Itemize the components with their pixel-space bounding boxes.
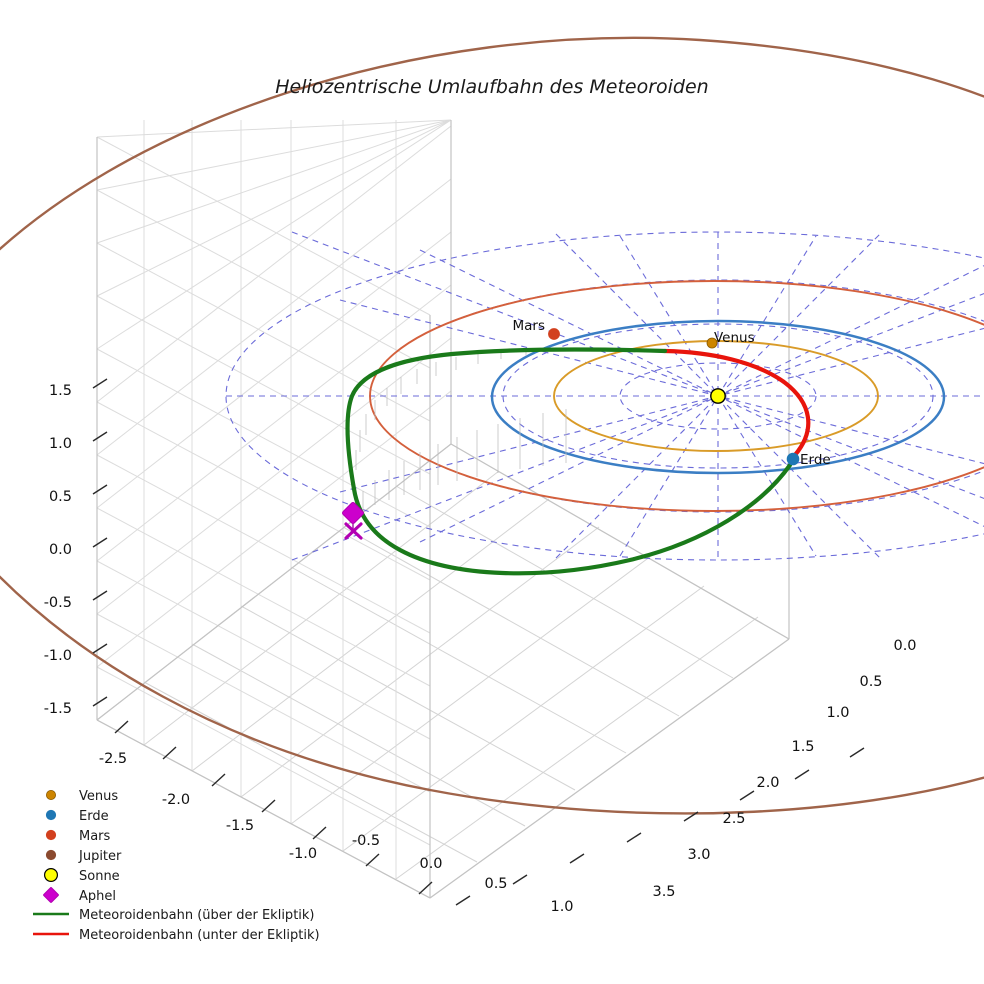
- marker-sonne[interactable]: [710, 388, 726, 404]
- legend-label-venus: Venus: [79, 789, 118, 804]
- x-tick-7: 1.0: [550, 899, 573, 915]
- z-tick-2: 0.5: [49, 489, 72, 505]
- left-wall-grid-v: [96, 137, 431, 898]
- legend-label-erde: Erde: [79, 809, 109, 824]
- venus-marker-icon: [46, 790, 57, 801]
- x-tick-1: -2.0: [162, 792, 190, 808]
- x-tick-5: 0.0: [419, 856, 442, 872]
- sonne-marker-icon: [43, 867, 58, 882]
- erde-marker-icon: [45, 809, 57, 821]
- legend-item-venus[interactable]: Venus: [46, 789, 118, 804]
- floor-grid-y: [96, 443, 790, 899]
- legend-item-jupiter[interactable]: Jupiter: [45, 849, 122, 864]
- marker-erde[interactable]: [786, 452, 800, 466]
- legend-label-jupiter: Jupiter: [78, 849, 122, 864]
- y-tick-4: 2.0: [756, 775, 779, 791]
- x-tick-4: -0.5: [352, 833, 380, 849]
- marker-aphel[interactable]: [342, 502, 365, 525]
- y-tick-2: 1.0: [826, 705, 849, 721]
- meteoroid-dropline-stems: [355, 350, 567, 512]
- y-tick-0: 0.0: [893, 638, 916, 654]
- page-title: Heliozentrische Umlaufbahn des Meteoroid…: [275, 76, 708, 98]
- z-tick-6: -1.5: [44, 701, 72, 717]
- point-labels: Mars Venus Erde: [512, 318, 830, 468]
- orbit-mars: [369, 280, 984, 512]
- z-tick-5: -1.0: [44, 648, 72, 664]
- meteoroid-orbit-above: [345, 347, 793, 576]
- right-wall-grid-v: [96, 120, 452, 720]
- axes-3d-wireframe: [96, 119, 790, 899]
- y-tick-1: 0.5: [859, 674, 882, 690]
- legend-item-sonne[interactable]: Sonne: [43, 867, 120, 884]
- floor-grid-x: [96, 443, 790, 899]
- y-tick-5: 2.5: [722, 811, 745, 827]
- polar-spokes: [226, 231, 984, 561]
- polar-grid: [225, 231, 984, 561]
- y-tick-3: 1.5: [791, 739, 814, 755]
- z-tick-4: -0.5: [44, 595, 72, 611]
- mars-marker-icon: [45, 829, 57, 841]
- legend-label-meteoroid-below: Meteoroidenbahn (unter der Ekliptik): [79, 928, 320, 943]
- legend-label-meteoroid-above: Meteoroidenbahn (über der Ekliptik): [79, 908, 315, 923]
- x-tick-3: -1.0: [289, 846, 317, 862]
- marker-venus[interactable]: [706, 337, 718, 349]
- left-wall-grid-h: [96, 136, 431, 899]
- legend: Venus Erde Mars Jupiter Sonne Aphel Mete…: [33, 789, 320, 943]
- legend-label-mars: Mars: [79, 829, 111, 844]
- x-tick-6: 0.5: [484, 876, 507, 892]
- z-tick-0: 1.5: [49, 383, 72, 399]
- jupiter-marker-icon: [45, 849, 57, 861]
- aphel-diamond-icon: [43, 887, 59, 903]
- legend-item-meteoroid-above[interactable]: Meteoroidenbahn (über der Ekliptik): [33, 908, 315, 923]
- label-erde: Erde: [800, 452, 831, 468]
- legend-item-meteoroid-below[interactable]: Meteoroidenbahn (unter der Ekliptik): [33, 928, 320, 943]
- y-tick-7: 3.5: [652, 884, 675, 900]
- z-tick-1: 1.0: [49, 436, 72, 452]
- box-edges: [96, 120, 790, 899]
- y-axis-tick-labels: 0.0 0.5 1.0 1.5 2.0 2.5 3.0 3.5: [652, 638, 916, 900]
- legend-item-erde[interactable]: Erde: [45, 809, 109, 824]
- legend-label-sonne: Sonne: [79, 869, 120, 884]
- x-tick-2: -1.5: [226, 818, 254, 834]
- y-tick-6: 3.0: [687, 847, 710, 863]
- tick-marks: [92, 378, 865, 906]
- label-mars: Mars: [512, 318, 545, 334]
- orbit-jupiter: [0, 36, 984, 815]
- z-axis-tick-labels: 1.5 1.0 0.5 0.0 -0.5 -1.0 -1.5: [44, 383, 72, 717]
- legend-item-mars[interactable]: Mars: [45, 829, 111, 844]
- marker-mars[interactable]: [548, 328, 560, 340]
- legend-label-aphel: Aphel: [79, 889, 116, 904]
- meteoroid-orbit-below: [662, 348, 811, 458]
- marker-aphel-projection-x: [344, 522, 363, 540]
- right-wall-grid-h: [96, 119, 452, 721]
- orbit-erde: [490, 319, 946, 475]
- markers-layer: [342, 328, 800, 540]
- label-venus: Venus: [714, 330, 755, 346]
- x-axis-tick-labels: -2.5 -2.0 -1.5 -1.0 -0.5 0.0 0.5 1.0: [99, 751, 574, 915]
- z-tick-3: 0.0: [49, 542, 72, 558]
- x-tick-0: -2.5: [99, 751, 127, 767]
- legend-item-aphel[interactable]: Aphel: [43, 887, 116, 904]
